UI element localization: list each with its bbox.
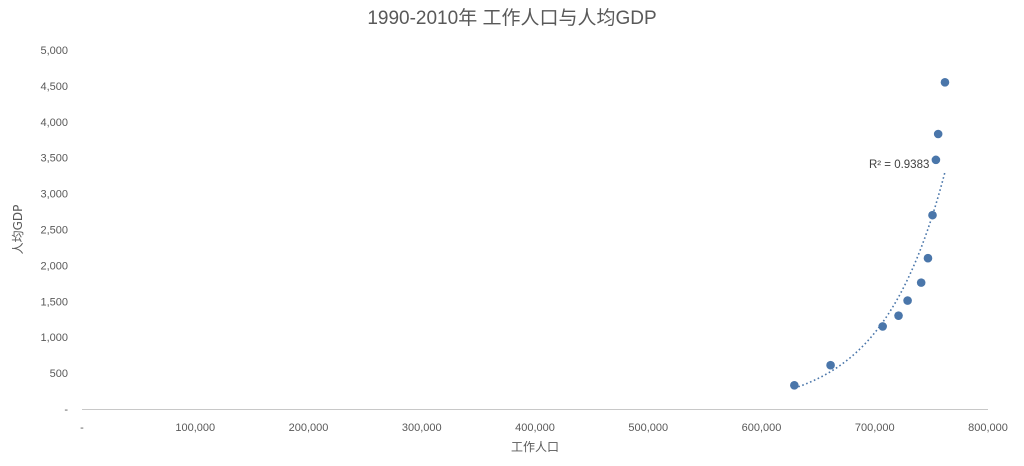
x-tick-label: 700,000 [855,422,895,434]
data-point [903,296,912,305]
data-point [940,78,950,87]
y-axis-ticks: - 500 1,000 1,500 2,000 2,500 3,000 3,500 4,000 4… [40,45,68,416]
data-point [933,129,943,139]
y-tick-label: 4,500 [40,81,68,93]
data-point [894,311,903,320]
data-point [916,278,926,287]
y-tick-label: - [64,404,68,416]
y-tick-label: 4,000 [40,117,68,129]
data-point [878,322,887,331]
y-tick-label: 5,000 [40,45,68,57]
y-tick-label: 2,500 [40,225,68,237]
x-tick-label: 300,000 [402,422,442,434]
x-tick-label: 500,000 [628,422,668,434]
data-point [923,253,933,263]
y-tick-label: 3,500 [40,153,68,165]
data-point [928,210,937,220]
y-tick-label: 2,000 [40,260,68,272]
data-point [931,155,941,165]
x-axis-ticks: - 100,000 200,000 300,000 400,000 500,000 600,… [80,422,1008,434]
y-tick-label: 3,000 [40,189,68,201]
x-tick-label: 200,000 [289,422,329,434]
data-points [790,78,950,390]
data-point [826,360,835,370]
x-tick-label: 400,000 [515,422,555,434]
x-axis-title: 工作人口 [511,440,559,454]
y-axis-title: 人均GDP [11,205,25,255]
data-point [790,381,799,390]
x-tick-label: 800,000 [968,422,1008,434]
x-tick-label: 600,000 [742,422,782,434]
y-tick-label: 1,000 [40,332,68,344]
x-tick-label: - [80,422,84,434]
trendline-r2-label: R² = 0.9383 [869,159,929,171]
chart-title: 1990-2010年 工作人口与人均GDP [367,7,656,29]
y-tick-label: 500 [50,368,68,380]
y-tick-label: 1,500 [40,296,68,308]
x-tick-label: 100,000 [175,422,215,434]
